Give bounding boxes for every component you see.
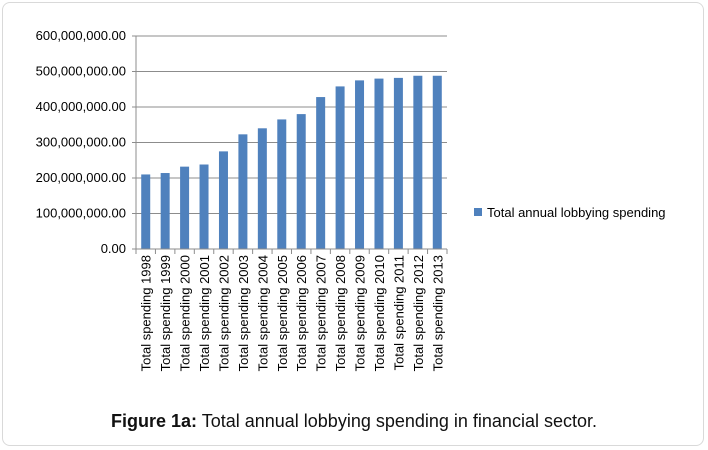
x-tick-label: Total spending 2007 [314, 255, 329, 371]
axes [135, 36, 448, 254]
bar [141, 174, 151, 249]
y-tick-label: 100,000,000.00 [36, 206, 126, 221]
x-tick-label: Total spending 1998 [139, 255, 154, 371]
x-tick-label: Total spending 2006 [294, 255, 309, 371]
y-tick-label: 0.00 [101, 241, 126, 256]
x-tick-label: Total spending 2001 [197, 255, 212, 371]
x-tick-label: Total spending 2005 [275, 255, 290, 371]
chart-frame [2, 2, 704, 446]
x-tick-label: Total spending 1999 [158, 255, 173, 371]
x-tick-label: Total spending 2012 [411, 255, 426, 371]
caption-prefix: Figure 1a: [111, 411, 198, 431]
bar [296, 114, 306, 249]
x-tick-label: Total spending 2000 [178, 255, 193, 371]
bar [355, 80, 365, 249]
bar [160, 173, 170, 249]
x-tick-label: Total spending 2010 [372, 255, 387, 371]
legend-label: Total annual lobbying spending [487, 205, 666, 220]
y-tick-label: 500,000,000.00 [36, 64, 126, 79]
bar [238, 134, 248, 249]
y-tick-label: 300,000,000.00 [36, 135, 126, 150]
bar [374, 78, 384, 249]
bar [316, 97, 326, 249]
bar [413, 75, 423, 249]
x-tick-label: Total spending 2013 [430, 255, 445, 371]
x-tick-label: Total spending 2011 [391, 255, 406, 370]
bar [257, 128, 267, 249]
bar [393, 77, 403, 249]
bar [199, 164, 209, 249]
x-tick-label: Total spending 2009 [353, 255, 368, 371]
legend: Total annual lobbying spending [474, 205, 666, 220]
bar [432, 75, 442, 249]
bar [180, 166, 190, 249]
bar [218, 151, 228, 249]
bars [141, 75, 442, 249]
x-tick-label: Total spending 2003 [236, 255, 251, 371]
x-tick-label: Total spending 2004 [255, 255, 270, 371]
y-tick-label: 200,000,000.00 [36, 170, 126, 185]
caption-text: Total annual lobbying spending in financ… [197, 411, 597, 431]
figure-caption: Figure 1a: Total annual lobbying spendin… [0, 411, 708, 432]
bar [277, 119, 287, 249]
y-axis-ticks: 0.00 100,000,000.00 200,000,000.00 300,000,… [36, 28, 136, 256]
x-tick-label: Total spending 2008 [333, 255, 348, 371]
bar [335, 86, 345, 249]
y-tick-label: 400,000,000.00 [36, 99, 126, 114]
legend-swatch [474, 208, 482, 216]
bar-chart: 0.00 100,000,000.00 200,000,000.00 300,000,… [36, 28, 666, 371]
x-axis-labels: Total spending 1998 Total spending 1999 To… [139, 255, 446, 371]
x-tick-label: Total spending 2002 [216, 255, 231, 371]
y-tick-label: 600,000,000.00 [36, 28, 126, 43]
